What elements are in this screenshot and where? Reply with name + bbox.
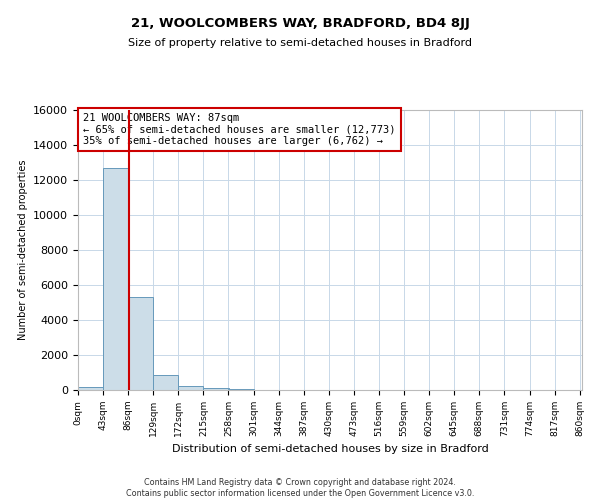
Bar: [128, 297, 153, 390]
Bar: [103, 168, 128, 390]
Text: Size of property relative to semi-detached houses in Bradford: Size of property relative to semi-detach…: [128, 38, 472, 48]
Bar: [229, 389, 254, 390]
Bar: [78, 386, 103, 390]
Bar: [178, 386, 203, 390]
Text: 21 WOOLCOMBERS WAY: 87sqm
← 65% of semi-detached houses are smaller (12,773)
35%: 21 WOOLCOMBERS WAY: 87sqm ← 65% of semi-…: [83, 113, 395, 146]
X-axis label: Distribution of semi-detached houses by size in Bradford: Distribution of semi-detached houses by …: [172, 444, 488, 454]
Bar: [153, 375, 178, 390]
Text: Contains HM Land Registry data © Crown copyright and database right 2024.
Contai: Contains HM Land Registry data © Crown c…: [126, 478, 474, 498]
Y-axis label: Number of semi-detached properties: Number of semi-detached properties: [17, 160, 28, 340]
Text: 21, WOOLCOMBERS WAY, BRADFORD, BD4 8JJ: 21, WOOLCOMBERS WAY, BRADFORD, BD4 8JJ: [131, 18, 469, 30]
Bar: [203, 388, 229, 390]
